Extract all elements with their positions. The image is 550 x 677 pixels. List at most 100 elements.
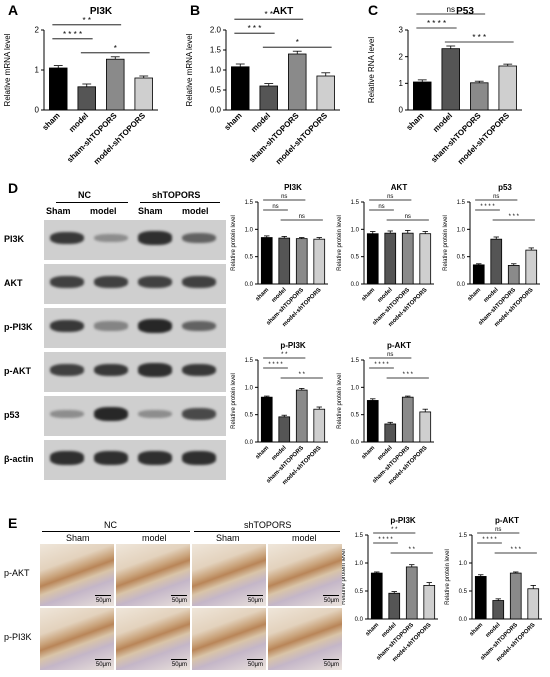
y-tick-label: 2 — [399, 52, 404, 61]
ihc-image: 50μm — [268, 608, 342, 670]
significance-label: ns — [387, 352, 393, 358]
y-tick-label: 1.5 — [355, 533, 364, 539]
blot-band — [182, 451, 216, 465]
panel-letter-b: B — [190, 2, 201, 18]
blot-band — [50, 275, 84, 289]
y-axis-label: Relative RNA level — [367, 37, 376, 103]
y-axis-label: Relative protein level — [443, 215, 449, 271]
ihc-group-line-nc — [42, 531, 190, 532]
y-tick-label: 0.5 — [459, 589, 468, 595]
blot-band — [138, 231, 172, 245]
y-tick-label: 1.0 — [457, 227, 466, 233]
x-tick-label: sham — [255, 445, 270, 460]
significance-label: ns — [405, 214, 411, 220]
y-tick-label: 1.5 — [245, 200, 254, 206]
bar-sham — [366, 400, 379, 443]
x-tick-label: sham — [469, 622, 484, 637]
significance-label: ns — [447, 5, 455, 14]
chart-title: p-PI3K — [390, 516, 416, 525]
y-tick-label: 0.5 — [245, 413, 254, 419]
bar-model — [384, 232, 397, 285]
y-tick-label: 1.5 — [459, 533, 468, 539]
y-axis-label: Relative protein level — [445, 549, 451, 605]
blot-row-label: p-AKT — [4, 366, 31, 376]
y-tick-label: 0.0 — [457, 282, 466, 288]
bar-chart-d-ppi3k: p-PI3K Relative protein level 0.0 0.5 1.0 1.5… — [231, 341, 328, 486]
scale-bar — [95, 659, 111, 660]
y-tick-label: 1.5 — [245, 358, 254, 364]
blot-row-label: PI3K — [4, 234, 25, 244]
panel-letter-d: D — [8, 180, 19, 196]
scale-bar-label: 50μm — [171, 662, 187, 668]
bar-model — [278, 237, 291, 285]
chart-title: p-PI3K — [280, 341, 306, 350]
bar-sham-shTOPORS — [401, 232, 414, 285]
blot-band — [138, 319, 172, 333]
bar-sham — [260, 396, 273, 443]
scale-bar-label: 50μm — [171, 598, 187, 604]
y-tick-label: 0.5 — [355, 589, 364, 595]
chart-title: PI3K — [90, 6, 113, 17]
significance-label: * * * — [472, 33, 486, 42]
blot-strip — [44, 220, 226, 260]
scale-bar — [323, 659, 339, 660]
significance-label: * * — [409, 547, 416, 553]
significance-label: * * — [265, 10, 273, 19]
significance-label: ns — [493, 194, 499, 200]
bar-sham-shTOPORS — [470, 82, 489, 111]
blot-band — [138, 409, 172, 419]
y-axis-label: Relative protein level — [341, 549, 347, 605]
ihc-grid: 50μm 50μm 50μm 50μm 50μm 50μm 50μm 50μm — [40, 544, 342, 674]
blot-band — [50, 319, 84, 333]
ihc-image: 50μm — [192, 544, 266, 606]
x-tick-label: sham-shTOPORS — [247, 111, 301, 165]
y-tick-label: 0.0 — [351, 282, 360, 288]
scale-bar — [171, 595, 187, 596]
blot-band — [94, 233, 128, 243]
significance-label: * * — [83, 16, 91, 25]
bar-sham — [472, 264, 485, 285]
significance-label: * * * * — [63, 30, 82, 39]
x-tick-label: model — [67, 111, 90, 134]
blot-band — [50, 231, 84, 245]
significance-label: * * * * — [482, 537, 497, 543]
y-tick-label: 0.0 — [210, 106, 222, 115]
bar-model-shTOPORS — [527, 588, 540, 620]
y-tick-label: 0.5 — [457, 255, 466, 261]
ihc-col-1: Sham — [66, 533, 90, 543]
x-tick-label: sham — [361, 445, 376, 460]
y-axis-label: Relative protein level — [231, 373, 237, 429]
bar-sham-shTOPORS — [507, 265, 520, 285]
bar-sham — [49, 67, 68, 111]
significance-label: ns — [281, 194, 287, 200]
blot-band — [182, 408, 216, 420]
blot-lane-3: Sham — [138, 206, 163, 216]
bar-sham-shTOPORS — [509, 572, 522, 620]
scale-bar-label: 50μm — [247, 598, 263, 604]
y-axis-label: Relative protein level — [231, 215, 237, 271]
chart-title: p53 — [498, 183, 512, 192]
significance-label: * * — [281, 352, 288, 358]
significance-label: * * — [391, 527, 398, 533]
y-tick-label: 0.0 — [245, 282, 254, 288]
y-tick-label: 0 — [35, 106, 40, 115]
bar-model-shTOPORS — [525, 249, 538, 285]
ihc-image: 50μm — [116, 544, 190, 606]
y-tick-label: 1.5 — [210, 46, 222, 55]
bar-sham — [474, 576, 487, 620]
blot-group-shtopors: shTOPORS — [152, 190, 201, 200]
bar-sham — [260, 237, 273, 285]
significance-label: ns — [299, 214, 305, 220]
ihc-image: 50μm — [40, 544, 114, 606]
y-tick-label: 2 — [35, 26, 40, 35]
x-tick-label: sham — [405, 111, 426, 132]
x-tick-label: model-shTOPORS — [274, 111, 330, 167]
blot-strip — [44, 440, 226, 480]
blot-strip — [44, 352, 226, 392]
significance-label: ns — [387, 194, 393, 200]
y-axis-label: Relative mRNA level — [3, 33, 12, 106]
x-tick-label: sham-shTOPORS — [429, 111, 483, 165]
bar-sham-shTOPORS — [106, 58, 125, 111]
blot-row-label: p-PI3K — [4, 322, 33, 332]
blot-strip — [44, 396, 226, 436]
